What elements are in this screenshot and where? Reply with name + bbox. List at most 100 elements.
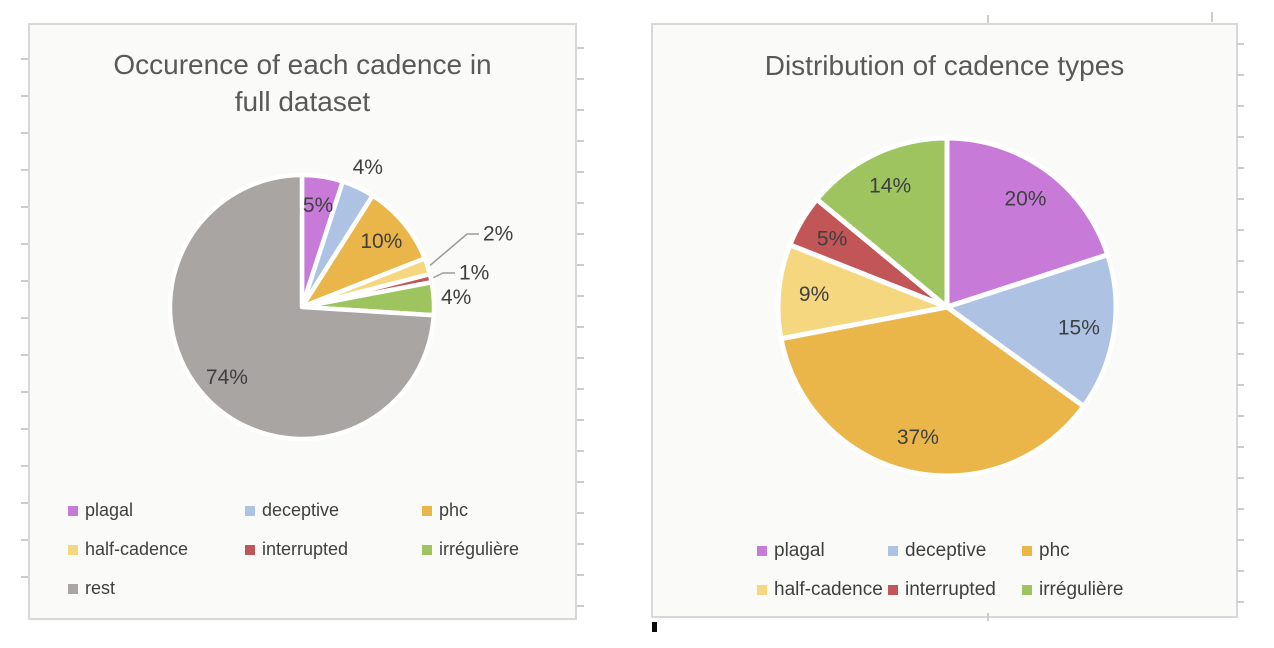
gridline-tick — [1237, 229, 1244, 231]
pie-slice-plagal — [944, 135, 1111, 310]
pie-slice-deceptive — [944, 252, 1119, 409]
gridline-tick — [1237, 601, 1244, 603]
gridline-tick — [21, 243, 28, 245]
legend-label: half-cadence — [774, 579, 883, 600]
pie-slice-phc — [778, 304, 1087, 479]
legend-item-rest: rest — [68, 578, 115, 599]
legend-item-plagal: plagal — [757, 540, 825, 562]
gridline-tick — [1237, 446, 1244, 448]
pie-data-label: 10% — [360, 230, 402, 253]
legend-item-interrupted: interrupted — [245, 539, 348, 560]
legend-label: half-cadence — [85, 539, 189, 559]
legend-swatch — [245, 544, 255, 555]
gridline-tick — [1237, 167, 1244, 169]
legend-item-deceptive: deceptive — [888, 540, 986, 562]
gridline-tick — [577, 543, 584, 545]
pie-slice-rest — [167, 172, 436, 442]
legend-label: phc — [1039, 540, 1070, 561]
gridline-tick — [577, 605, 584, 607]
gridline-tick — [1237, 43, 1244, 45]
legend-swatch — [888, 585, 898, 595]
gridline-tick — [577, 481, 584, 483]
legend-label: deceptive — [905, 540, 987, 561]
legend-swatch — [245, 505, 255, 516]
gridline-tick — [577, 357, 584, 359]
legend-label: interrupted — [905, 579, 996, 600]
gridline-tick — [577, 78, 584, 80]
legend-label: irrégulière — [439, 539, 520, 559]
gridline-tick — [1237, 260, 1244, 262]
gridline-tick — [21, 576, 28, 578]
gridline-tick — [987, 15, 989, 23]
gridline-tick — [577, 171, 584, 173]
gridline-tick — [577, 326, 584, 328]
legend-swatch — [757, 585, 767, 595]
gridline-tick — [21, 317, 28, 319]
gridline-tick — [577, 388, 584, 390]
legend-label: interrupted — [262, 539, 349, 559]
gridline-tick — [21, 58, 28, 60]
pie-data-label: 15% — [1058, 316, 1100, 339]
pie-data-label: 2% — [483, 223, 513, 246]
pie-data-label: 37% — [897, 426, 939, 449]
legend-item-phc: phc — [1022, 540, 1070, 562]
gridline-tick — [1237, 508, 1244, 510]
gridline-tick — [21, 428, 28, 430]
gridline-tick — [21, 95, 28, 97]
gridline-tick — [1237, 539, 1244, 541]
pie-data-label: 9% — [799, 283, 829, 306]
gridline-tick — [577, 109, 584, 111]
legend-item-irrégulière: irrégulière — [1022, 579, 1123, 601]
gridline-tick — [1237, 136, 1244, 138]
gridline-tick — [21, 206, 28, 208]
gridline-tick — [1237, 105, 1244, 107]
gridline-tick — [577, 140, 584, 142]
pie-plot-area: 5%4%10% 2%1%4%74% — [167, 156, 513, 442]
gridline-tick — [577, 419, 584, 421]
gridline-tick — [21, 354, 28, 356]
legend-item-plagal: plagal — [68, 500, 133, 521]
legend-label: rest — [85, 578, 116, 598]
gridline-tick — [21, 391, 28, 393]
pie-chart-panel-occurrence[interactable]: Occurence of each cadence in full datase… — [28, 23, 577, 620]
gridline-tick — [1237, 353, 1244, 355]
legend-label: deceptive — [262, 500, 340, 520]
pie-data-label: 1% — [459, 262, 489, 285]
legend-swatch — [1022, 585, 1032, 595]
gridline-tick — [577, 512, 584, 514]
legend-item-half-cadence: half-cadence — [68, 539, 188, 560]
gridline-tick — [21, 132, 28, 134]
legend-swatch — [68, 583, 78, 594]
legend-swatch — [422, 505, 432, 516]
gridline-tick — [1237, 198, 1244, 200]
pie-slice-irrégulière — [814, 135, 950, 310]
pie-data-label: 14% — [869, 175, 911, 198]
chart-title-distribution: Distribution of cadence types — [764, 50, 1125, 81]
pie-data-label: 5% — [303, 194, 333, 217]
cell-cursor-mark — [652, 622, 657, 632]
gridline-tick — [1237, 322, 1244, 324]
legend-swatch — [68, 505, 78, 516]
legend-item-irrégulière: irrégulière — [422, 539, 519, 560]
legend-swatch — [757, 546, 767, 556]
legend-swatch — [68, 544, 78, 555]
gridline-tick — [577, 295, 584, 297]
legend-item-phc: phc — [422, 500, 468, 521]
legend-item-half-cadence: half-cadence — [757, 579, 883, 601]
gridline-tick — [1237, 74, 1244, 76]
legend-swatch — [888, 546, 898, 556]
gridline-tick — [577, 202, 584, 204]
gridline-tick — [577, 233, 584, 235]
pie-chart-panel-distribution[interactable]: Distribution of cadence types 20% 15% 37% 9… — [651, 23, 1238, 618]
gridline-tick — [1237, 570, 1244, 572]
gridline-tick — [577, 574, 584, 576]
gridline-tick — [21, 169, 28, 171]
gridline-tick — [577, 450, 584, 452]
gridline-tick — [21, 502, 28, 504]
pie-data-label: 4% — [441, 286, 471, 309]
gridline-tick — [1237, 291, 1244, 293]
gridline-tick — [577, 264, 584, 266]
pie-data-label: 5% — [817, 228, 847, 251]
gridline-tick — [21, 465, 28, 467]
legend-item-interrupted: interrupted — [888, 579, 996, 601]
